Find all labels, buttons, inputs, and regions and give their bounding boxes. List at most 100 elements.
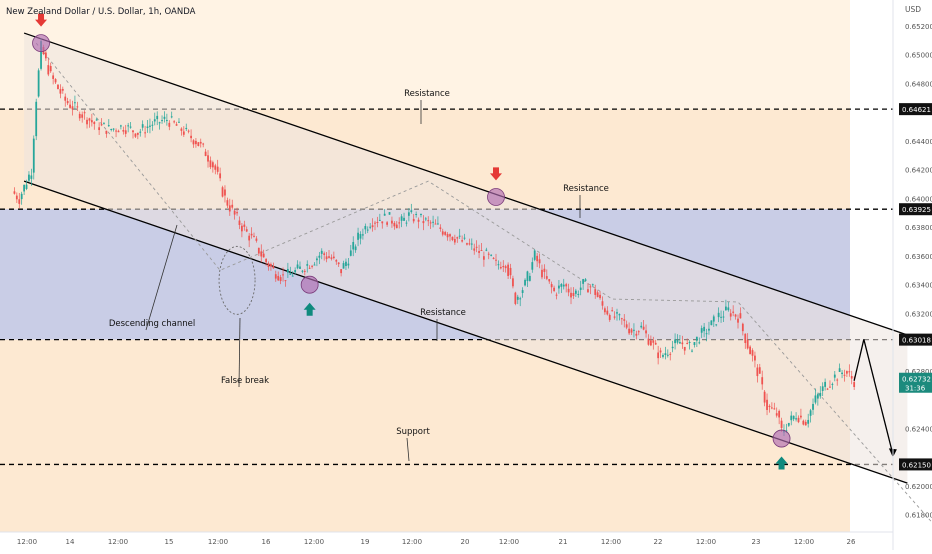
candle-body — [654, 342, 657, 345]
candle-body — [44, 52, 47, 59]
candle-body — [647, 338, 650, 345]
candle-body — [265, 259, 267, 263]
level-price-label: 0.63018 — [902, 337, 931, 345]
candle-body — [766, 399, 768, 410]
candle-body — [407, 212, 410, 216]
candle-body — [821, 386, 824, 391]
time-tick: 16 — [262, 538, 271, 546]
candle-body — [103, 123, 105, 125]
time-tick: 12:00 — [208, 538, 228, 546]
price-tick: 0.64200 — [905, 167, 932, 175]
candle-body — [763, 391, 766, 403]
candle-body — [153, 119, 156, 122]
candle-body — [381, 221, 384, 224]
candle-body — [323, 253, 326, 255]
candle-body — [538, 259, 541, 264]
candle-body — [562, 284, 565, 287]
candle-body — [47, 65, 50, 75]
candle-body — [78, 113, 81, 119]
candle-body — [112, 128, 115, 130]
candle-body — [555, 294, 558, 296]
candle-body — [185, 127, 188, 129]
candle-body — [151, 124, 154, 126]
candle-body — [221, 187, 224, 197]
candle-body — [286, 268, 289, 273]
candle-body — [76, 106, 79, 108]
price-tick: 0.65200 — [905, 23, 932, 31]
candle-body — [25, 184, 28, 189]
candle-body — [132, 130, 134, 133]
candle-body — [139, 131, 142, 133]
candle-body — [850, 376, 853, 379]
candle-body — [272, 266, 275, 269]
candle-body — [149, 125, 151, 127]
candle-body — [512, 278, 514, 287]
candle-body — [86, 119, 88, 125]
candle-body — [824, 381, 827, 387]
candle-body — [490, 254, 493, 256]
candle-body — [536, 255, 539, 262]
candle-body — [187, 130, 190, 132]
level-price-label: 0.64621 — [902, 106, 931, 114]
candle-body — [163, 116, 166, 119]
candle-body — [306, 264, 309, 266]
candle-body — [495, 259, 497, 261]
candle-body — [318, 255, 321, 258]
candle-body — [415, 213, 418, 215]
candle-body — [587, 289, 589, 293]
candle-body — [657, 352, 660, 359]
symbol-title: New Zealand Dollar / U.S. Dollar, 1h, OA… — [6, 7, 196, 17]
candle-body — [417, 219, 420, 222]
candle-body — [241, 225, 243, 232]
candle-body — [744, 333, 747, 343]
candle-body — [32, 138, 35, 173]
candle-body — [659, 350, 662, 353]
up-arrow-icon — [303, 302, 316, 316]
candle-body — [107, 125, 110, 127]
annotation-label: Resistance — [404, 89, 450, 99]
candle-body — [199, 141, 202, 144]
candle-body — [829, 386, 831, 388]
down-arrow-icon — [35, 13, 48, 27]
pivot-marker-0 — [32, 34, 50, 53]
price-tick: 0.62000 — [905, 483, 932, 491]
candle-body — [299, 266, 301, 269]
candle-body — [558, 285, 560, 289]
level-price-tag — [899, 333, 932, 346]
candle-body — [550, 284, 553, 288]
candle-body — [178, 121, 180, 123]
candle-body — [388, 212, 391, 215]
candle-body — [683, 346, 686, 351]
candle-body — [74, 102, 76, 104]
candle-body — [737, 318, 739, 323]
false-break-ellipse — [218, 245, 256, 315]
channel-lower-line — [23, 180, 908, 484]
candle-body — [669, 353, 672, 355]
candle-body — [645, 330, 647, 334]
candle-body — [134, 133, 137, 137]
candle-body — [604, 308, 606, 313]
price-tick: 0.62400 — [905, 425, 932, 433]
candle-body — [168, 122, 171, 127]
candle-body — [376, 222, 379, 224]
time-tick: 20 — [461, 538, 470, 546]
candle-body — [456, 237, 459, 239]
candle-body — [337, 262, 340, 265]
candle-body — [129, 126, 132, 128]
pivot-marker-2 — [300, 275, 319, 294]
time-tick: 12:00 — [794, 538, 814, 546]
pivot-marker-1 — [487, 188, 505, 206]
candle-body — [255, 238, 258, 241]
annotation-label: Support — [396, 427, 430, 437]
candle-body — [257, 247, 260, 254]
candle-body — [630, 329, 633, 333]
candle-body — [725, 306, 727, 311]
candle-body — [606, 310, 609, 315]
candle-body — [708, 328, 710, 331]
candle-body — [812, 403, 814, 410]
candle-body — [204, 151, 207, 156]
candle-body — [253, 235, 255, 237]
candle-body — [422, 221, 425, 224]
candle-body — [814, 395, 817, 403]
